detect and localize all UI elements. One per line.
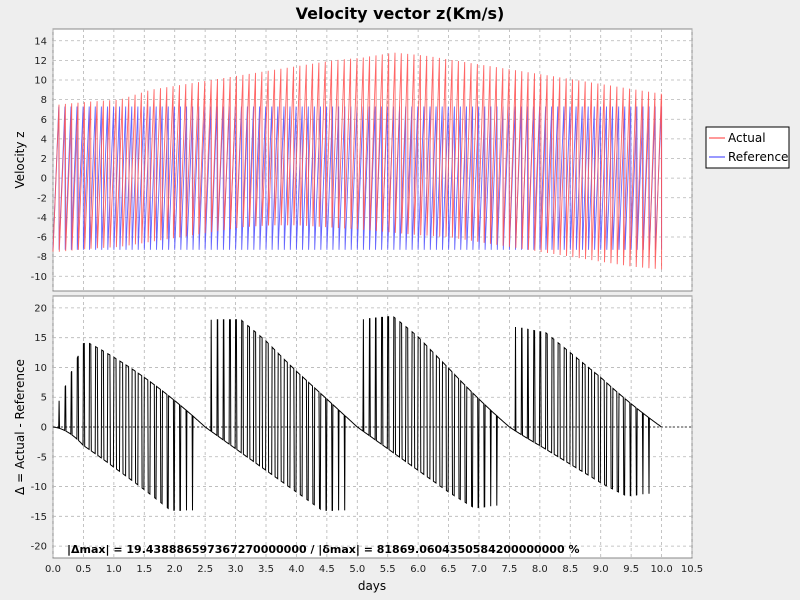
y-tick-label: 12	[34, 56, 47, 67]
x-tick-label: 1.5	[136, 564, 152, 575]
x-tick-label: 5.0	[349, 564, 365, 575]
x-tick-label: 9.5	[623, 564, 639, 575]
y-tick-label: 8	[41, 95, 47, 106]
top-plot-series	[52, 52, 663, 270]
y-tick-label: -8	[37, 252, 47, 263]
y-tick-label: 4	[41, 134, 47, 145]
x-tick-label: 0.5	[75, 564, 91, 575]
y-tick-label: -2	[37, 193, 47, 204]
legend-label-actual: Actual	[728, 131, 766, 145]
x-tick-label: 7.0	[471, 564, 487, 575]
y-tick-label: 0	[41, 174, 47, 185]
x-tick-label: 2.0	[167, 564, 183, 575]
x-tick-label: 4.0	[288, 564, 304, 575]
top-plot: -10 -8 -6 -4 -2 0 2 4 6 8 10 12 14 Velocity z	[13, 28, 693, 292]
x-tick-label: 8.5	[562, 564, 578, 575]
y-tick-label: 20	[34, 303, 47, 314]
x-tick-label: 10.0	[650, 564, 672, 575]
x-tick-label: 10.5	[681, 564, 703, 575]
y-tick-label: 6	[41, 115, 47, 126]
y-tick-label: 10	[34, 76, 47, 87]
x-axis-label: days	[358, 579, 386, 593]
bottom-y-tick-labels: -20 -15 -10 -5 0 5 10 15 20	[31, 303, 47, 552]
x-tick-label: 9.0	[593, 564, 609, 575]
y-tick-label: -15	[31, 512, 47, 523]
top-y-axis-label: Velocity z	[13, 131, 27, 188]
x-tick-label: 3.5	[258, 564, 274, 575]
x-tick-label: 0.0	[45, 564, 61, 575]
y-tick-label: 10	[34, 363, 47, 374]
bottom-plot-series	[53, 316, 692, 511]
x-tick-label: 3.0	[228, 564, 244, 575]
y-tick-label: -4	[37, 213, 47, 224]
y-tick-label: 2	[41, 154, 47, 165]
legend: Actual Reference	[705, 126, 790, 169]
legend-label-reference: Reference	[728, 150, 788, 164]
x-tick-label: 1.0	[106, 564, 122, 575]
y-tick-label: -6	[37, 233, 47, 244]
series-line-actual	[52, 52, 663, 270]
delta-max-annotation: |Δmax| = 19.438886597367270000000 / |δma…	[67, 543, 579, 556]
y-tick-label: 15	[34, 333, 47, 344]
x-tick-label: 2.5	[197, 564, 213, 575]
y-tick-label: -10	[31, 482, 47, 493]
y-tick-label: 14	[34, 36, 47, 47]
x-tick-label: 4.5	[319, 564, 335, 575]
legend-box	[705, 126, 790, 169]
series-line-delta	[53, 316, 662, 511]
y-tick-label: 5	[41, 393, 47, 404]
x-tick-label: 5.5	[380, 564, 396, 575]
x-tick-label: 7.5	[501, 564, 517, 575]
chart-title: Velocity vector z(Km/s)	[296, 4, 505, 23]
x-tick-label: 6.5	[441, 564, 457, 575]
x-tick-label: 8.0	[532, 564, 548, 575]
y-tick-label: -5	[37, 452, 47, 463]
bottom-y-axis-label: Δ = Actual - Reference	[13, 359, 27, 495]
y-tick-label: -20	[31, 542, 47, 553]
x-tick-labels: 0.0 0.5 1.0 1.5 2.0 2.5 3.0 3.5 4.0 4.5 5.0 5.5 6.0 6…	[45, 564, 703, 575]
y-tick-label: 0	[41, 423, 47, 434]
top-y-tick-labels: -10 -8 -6 -4 -2 0 2 4 6 8 10 12 14	[31, 36, 47, 283]
bottom-plot: -20 -15 -10 -5 0 5 10 15 20 Δ = Actual - Referen…	[13, 295, 693, 559]
x-tick-label: 6.0	[410, 564, 426, 575]
y-tick-label: -10	[31, 272, 47, 283]
